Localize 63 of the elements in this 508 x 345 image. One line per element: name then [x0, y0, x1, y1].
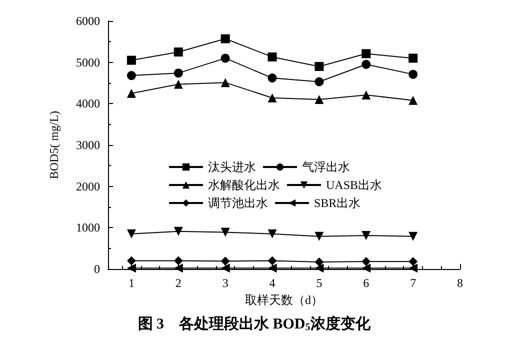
point	[220, 264, 230, 273]
point	[174, 68, 183, 78]
point	[314, 232, 324, 241]
point	[314, 62, 324, 71]
point	[408, 232, 418, 241]
point	[174, 80, 183, 89]
x-tick-label: 4	[269, 276, 276, 290]
y-tick-label: 2000	[76, 179, 100, 194]
y-tick-label: 1000	[76, 220, 100, 235]
point	[268, 229, 277, 238]
legend-label: SBR出水	[314, 196, 361, 210]
point	[126, 71, 136, 80]
y-tick-label: 6000	[76, 14, 100, 28]
point	[408, 257, 418, 266]
point	[362, 231, 371, 240]
point	[362, 257, 371, 266]
x-axis-title: 取样天数（d）	[245, 292, 323, 307]
y-tick-label: 4000	[76, 96, 100, 111]
point	[174, 256, 183, 266]
point	[362, 49, 371, 58]
point	[126, 256, 136, 266]
x-tick-label: 7	[410, 276, 416, 290]
point	[126, 88, 136, 98]
point	[220, 228, 230, 237]
point	[314, 264, 324, 273]
x-tick-label: 3	[222, 276, 228, 290]
point	[314, 77, 324, 86]
legend-label: 调节池出水	[208, 196, 268, 210]
legend-label: 水解酸化出水	[208, 178, 280, 192]
point	[220, 256, 230, 266]
y-tick-label: 3000	[76, 138, 100, 152]
point	[126, 56, 136, 65]
point	[268, 256, 277, 266]
legend-label: 汰头进水	[208, 160, 256, 174]
point	[408, 70, 418, 79]
x-tick-label: 6	[363, 276, 370, 290]
point	[362, 90, 371, 100]
legend-label: 气浮出水	[302, 160, 350, 174]
point	[314, 95, 324, 104]
point	[174, 226, 183, 236]
point	[220, 34, 230, 44]
legend-label: UASB出水	[326, 178, 382, 192]
point	[268, 74, 277, 83]
y-axis-title: BOD5( mg/L)	[47, 110, 61, 180]
point	[126, 229, 136, 238]
point	[362, 264, 371, 273]
point	[362, 60, 371, 69]
y-tick-label: 5000	[76, 55, 100, 70]
x-tick-label: 2	[175, 276, 182, 290]
point	[408, 54, 418, 63]
y-tick-label: 0	[94, 262, 100, 276]
x-tick-label: 8	[457, 276, 463, 290]
point	[408, 96, 418, 105]
point	[268, 93, 277, 102]
point	[174, 48, 183, 56]
point	[220, 78, 230, 88]
x-tick-label: 1	[128, 276, 134, 290]
x-tick-label: 5	[316, 276, 322, 290]
point	[220, 54, 230, 63]
point	[268, 264, 277, 273]
point	[268, 52, 277, 62]
point	[174, 264, 183, 273]
point	[314, 257, 324, 266]
